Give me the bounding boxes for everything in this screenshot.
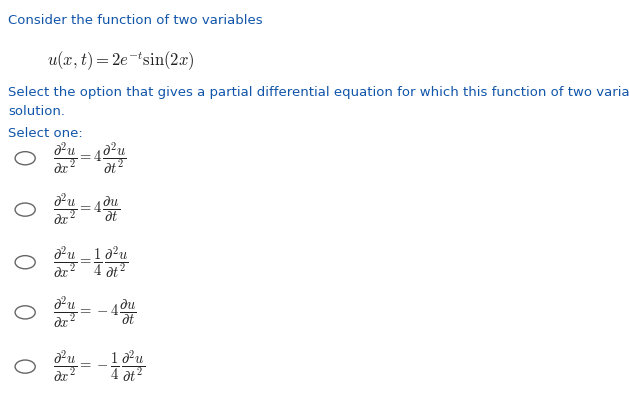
- Text: solution.: solution.: [8, 105, 65, 118]
- Text: $\dfrac{\partial^2 u}{\partial x^2} = \dfrac{1}{4}\,\dfrac{\partial^2 u}{\partia: $\dfrac{\partial^2 u}{\partial x^2} = \d…: [53, 245, 129, 280]
- Text: $\dfrac{\partial^2 u}{\partial x^2} = -\dfrac{1}{4}\,\dfrac{\partial^2 u}{\parti: $\dfrac{\partial^2 u}{\partial x^2} = -\…: [53, 349, 146, 384]
- Text: $\dfrac{\partial^2 u}{\partial x^2} = 4\,\dfrac{\partial^2 u}{\partial t^2}$: $\dfrac{\partial^2 u}{\partial x^2} = 4\…: [53, 141, 127, 176]
- Text: Select the option that gives a partial differential equation for which this func: Select the option that gives a partial d…: [8, 86, 629, 99]
- Text: $u(x,t) = 2e^{-t}\sin(2x)$: $u(x,t) = 2e^{-t}\sin(2x)$: [47, 49, 195, 73]
- Text: $\dfrac{\partial^2 u}{\partial x^2} = -4\,\dfrac{\partial u}{\partial t}$: $\dfrac{\partial^2 u}{\partial x^2} = -4…: [53, 295, 137, 330]
- Text: Consider the function of two variables: Consider the function of two variables: [8, 14, 263, 28]
- Text: Select one:: Select one:: [8, 127, 83, 141]
- Text: $\dfrac{\partial^2 u}{\partial x^2} = 4\,\dfrac{\partial u}{\partial t}$: $\dfrac{\partial^2 u}{\partial x^2} = 4\…: [53, 192, 121, 227]
